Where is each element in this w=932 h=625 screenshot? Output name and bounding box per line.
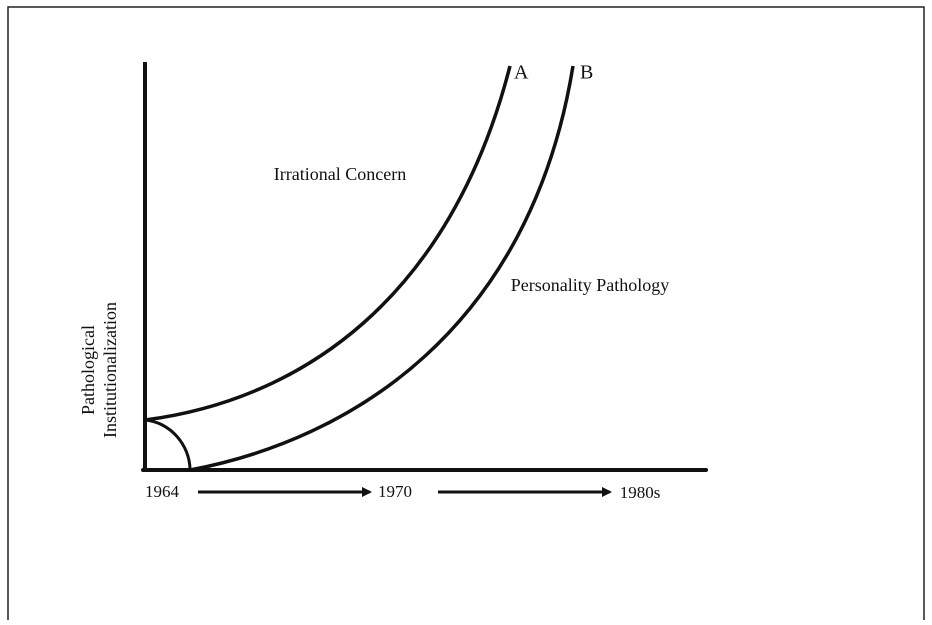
frame — [7, 6, 925, 620]
x-label: 1970 — [378, 482, 412, 501]
y-axis-label: Pathological — [78, 325, 98, 415]
curve-b — [189, 65, 575, 472]
curve-label: A — [514, 62, 529, 84]
region-label: Personality Pathology — [511, 275, 670, 295]
region-label: Irrational Concern — [274, 164, 406, 184]
x-label: 1980s — [620, 483, 661, 502]
y-axis-label: Institutionalization — [100, 302, 120, 438]
x-label: 1964 — [145, 482, 180, 501]
curve-a — [144, 65, 512, 422]
connector-arc — [144, 418, 192, 471]
curve-label: B — [580, 62, 593, 84]
